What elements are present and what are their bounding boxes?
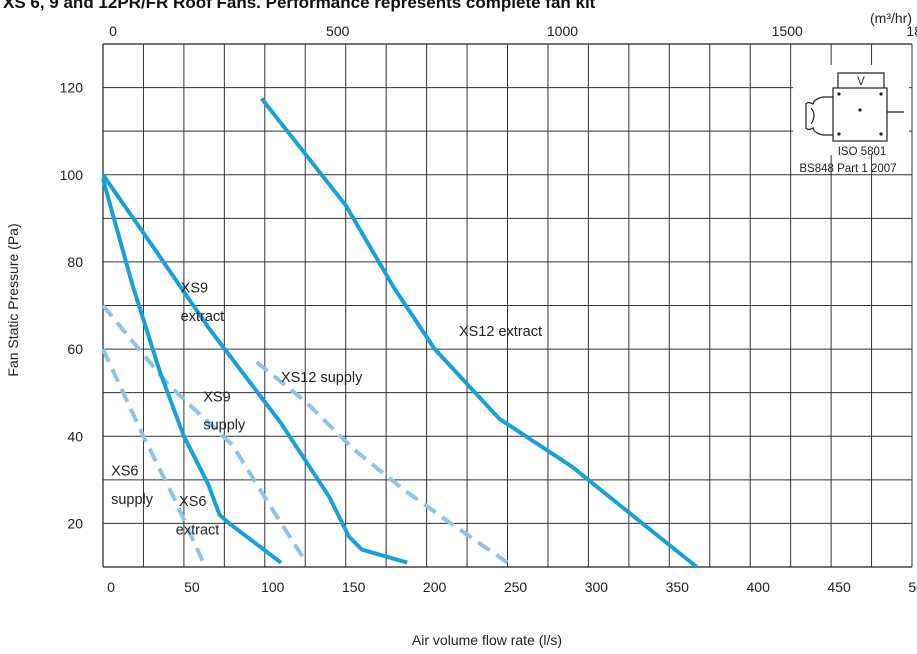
bs-standard-label: BS848 Part 1 2007 bbox=[799, 163, 896, 175]
top-axis-tick-label: 0 bbox=[109, 23, 117, 39]
series-line-xs6-supply bbox=[101, 348, 206, 564]
iso-standard-label: ISO 5801 bbox=[838, 146, 887, 158]
y-tick-label: 120 bbox=[60, 80, 84, 96]
series-lines bbox=[101, 97, 699, 569]
series-label: XS12 extract bbox=[459, 324, 542, 340]
y-axis-title: Fan Static Pressure (Pa) bbox=[5, 223, 21, 376]
grid bbox=[102, 43, 913, 567]
y-axis-ticks: 20 40 60 80 100 120 bbox=[60, 80, 84, 532]
x-axis-title: Air volume flow rate (l/s) bbox=[412, 632, 562, 648]
top-axis-tick-label: 1500 bbox=[772, 23, 803, 39]
series-line-xs9-supply bbox=[101, 304, 306, 560]
iso-box-v-label: V bbox=[857, 76, 865, 88]
x-axis-ticks: 0 50 100 150 200 250 300 350 400 450 500 bbox=[107, 579, 917, 595]
series-label: XS12 supply bbox=[281, 370, 363, 386]
series-line-xs6-extract bbox=[101, 178, 283, 565]
series-line-xs9-extract bbox=[101, 173, 408, 565]
top-axis-tick-label: 1000 bbox=[547, 23, 578, 39]
series-line-xs12-extract bbox=[260, 97, 699, 569]
top-axis-ticks: 0 500 1000 1500 1800 bbox=[109, 23, 917, 39]
x-tick-label: 0 bbox=[107, 579, 115, 595]
series-line-xs12-supply bbox=[255, 360, 509, 565]
series-label: supply bbox=[111, 492, 154, 508]
iso-standard-box: V ISO 5801 BS848 Part 1 2007 bbox=[793, 65, 909, 175]
y-tick-label: 80 bbox=[67, 254, 83, 270]
y-tick-label: 40 bbox=[67, 428, 83, 444]
y-tick-label: 20 bbox=[67, 515, 83, 531]
series-label: XS6 bbox=[179, 494, 206, 510]
series-label: XS9 bbox=[181, 280, 208, 296]
top-axis-tick-label: 1800 bbox=[906, 23, 917, 39]
x-tick-label: 400 bbox=[747, 579, 771, 595]
x-tick-label: 450 bbox=[827, 579, 851, 595]
y-tick-label: 60 bbox=[67, 341, 83, 357]
series-label: extract bbox=[181, 309, 225, 325]
x-tick-label: 250 bbox=[504, 579, 528, 595]
fan-test-rig-icon: V ISO 5801 BS848 Part 1 2007 bbox=[793, 65, 909, 175]
series-label: XS6 bbox=[111, 463, 138, 479]
x-tick-label: 100 bbox=[261, 579, 285, 595]
x-tick-label: 500 bbox=[908, 579, 917, 595]
x-tick-label: 200 bbox=[423, 579, 447, 595]
x-tick-label: 50 bbox=[184, 579, 200, 595]
x-tick-label: 300 bbox=[585, 579, 609, 595]
x-tick-label: 350 bbox=[666, 579, 690, 595]
top-axis-tick-label: 500 bbox=[326, 23, 350, 39]
x-tick-label: 150 bbox=[342, 579, 366, 595]
series-labels: XS12 extract XS12 supply XS9 extract XS9 supp… bbox=[111, 280, 542, 538]
series-label: XS9 bbox=[203, 389, 230, 405]
series-label: supply bbox=[203, 418, 246, 434]
top-axis-unit-label: (m³/hr) bbox=[870, 10, 912, 26]
y-tick-label: 100 bbox=[60, 167, 84, 183]
series-label: extract bbox=[176, 522, 220, 538]
chart-title: XS 6, 9 and 12PR/FR Roof Fans. Performan… bbox=[3, 0, 596, 12]
